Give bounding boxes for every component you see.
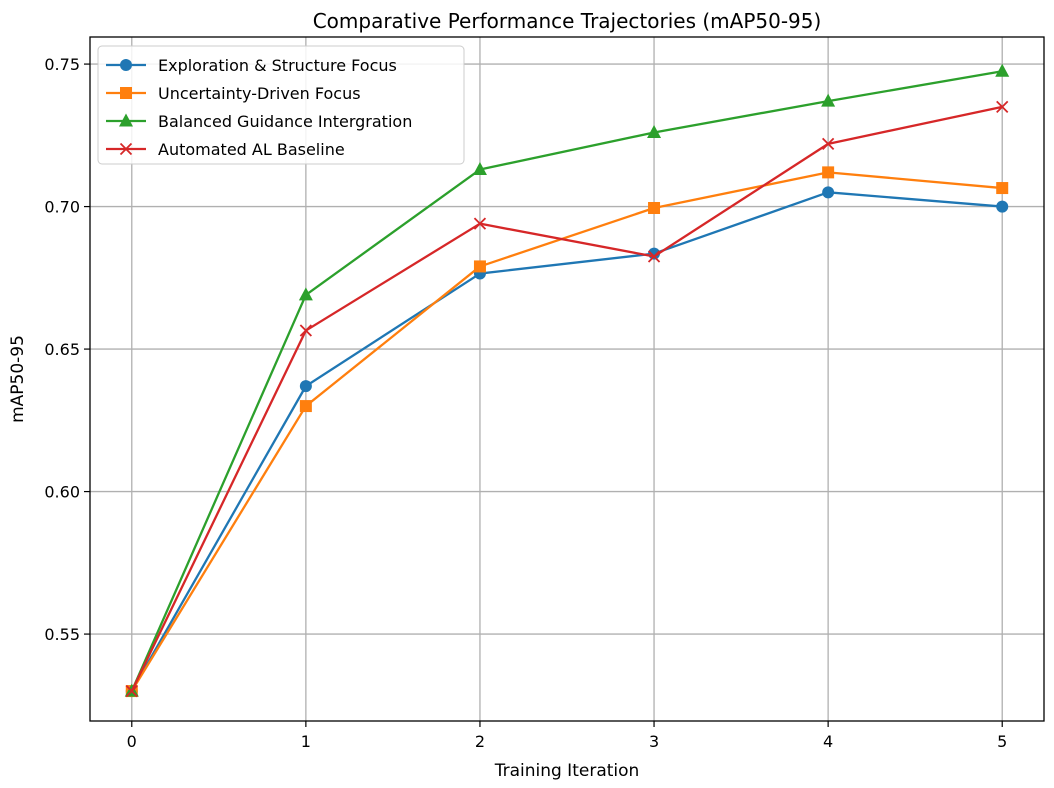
legend-label: Balanced Guidance Intergration	[158, 112, 412, 131]
x-axis: 0 1 2 3 4 5	[127, 721, 1007, 751]
data-point	[822, 186, 835, 199]
legend-marker	[120, 87, 132, 99]
x-tick-label: 1	[301, 732, 311, 751]
data-point	[647, 250, 661, 263]
data-point	[996, 100, 1009, 113]
legend-item: Uncertainty-Driven Focus	[106, 84, 361, 103]
x-tick-label: 3	[649, 732, 659, 751]
data-point	[821, 93, 836, 107]
data-point	[473, 217, 487, 230]
legend-label: Uncertainty-Driven Focus	[158, 84, 361, 103]
data-point	[299, 400, 312, 413]
series-0	[125, 186, 1009, 698]
x-tick-label: 0	[127, 732, 137, 751]
legend-marker	[119, 142, 133, 156]
chart-title: Comparative Performance Trajectories (mA…	[313, 9, 822, 33]
legend-label: Automated AL Baseline	[158, 140, 345, 159]
data-point	[996, 182, 1009, 195]
data-point	[298, 287, 313, 301]
legend-marker	[119, 113, 133, 127]
data-point	[648, 202, 661, 214]
data-point	[996, 200, 1009, 213]
data-point	[647, 124, 662, 138]
plot-frame	[89, 36, 1045, 722]
data-point	[473, 260, 486, 273]
x-tick-label: 4	[823, 732, 833, 751]
series-layer	[124, 63, 1010, 698]
data-point	[125, 684, 138, 698]
series-line	[130, 70, 1003, 692]
legend-label: Exploration & Structure Focus	[158, 56, 397, 75]
data-point	[299, 380, 312, 393]
legend-marker	[120, 59, 132, 71]
y-tick-label: 0.70	[44, 198, 80, 217]
data-point	[821, 137, 835, 151]
y-tick-label: 0.75	[44, 55, 80, 74]
legend-item: Balanced Guidance Intergration	[106, 112, 412, 131]
y-axis: 0.55 0.60 0.65 0.70 0.75	[44, 55, 90, 644]
data-point	[472, 162, 487, 176]
legend: Exploration & Structure Focus Uncertainty…	[97, 45, 465, 165]
x-tick-label: 5	[997, 732, 1007, 751]
series-line	[130, 105, 1003, 692]
data-point	[822, 166, 835, 179]
x-tick-label: 2	[475, 732, 485, 751]
y-tick-label: 0.55	[44, 625, 80, 644]
series-line	[130, 191, 1003, 692]
legend-item: Automated AL Baseline	[106, 140, 345, 159]
x-axis-label: Training Iteration	[494, 761, 640, 781]
data-point	[995, 63, 1010, 77]
y-axis-label: mAP50-95	[8, 335, 28, 423]
legend-box	[97, 45, 465, 165]
series-3	[125, 100, 1009, 698]
legend-item: Exploration & Structure Focus	[106, 56, 397, 75]
y-tick-label: 0.60	[44, 483, 80, 502]
data-point	[299, 324, 313, 337]
y-tick-label: 0.65	[44, 340, 80, 359]
series-line	[130, 171, 1003, 692]
